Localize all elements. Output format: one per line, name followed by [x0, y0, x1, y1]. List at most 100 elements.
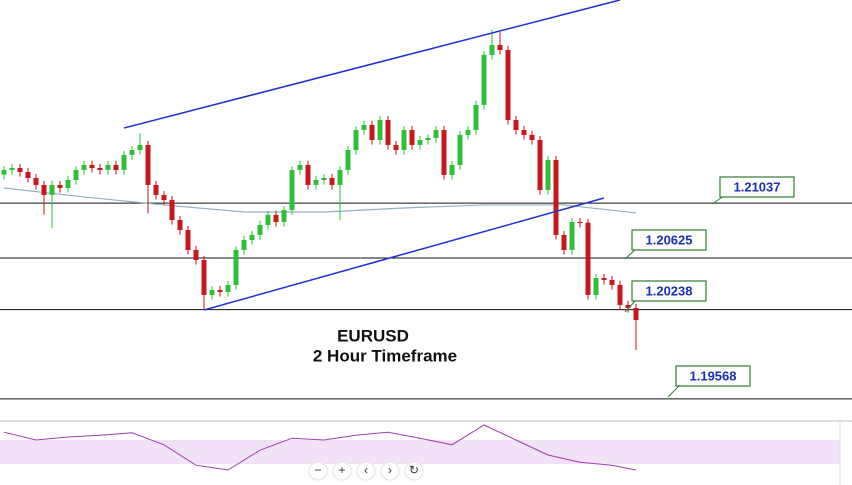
level-pointer [667, 384, 681, 398]
candle-body [617, 284, 623, 305]
candle-body [393, 144, 399, 150]
level-label: 1.20238 [646, 283, 693, 298]
candle-body [225, 284, 231, 292]
candle-body [281, 210, 287, 222]
candle-body [545, 160, 551, 190]
candle-body [489, 44, 495, 55]
candle-body [233, 250, 239, 285]
level-label-box [719, 176, 795, 198]
candle-body [113, 164, 119, 170]
control-label[interactable]: − [314, 463, 321, 477]
candle-body [585, 222, 591, 295]
candle-body [361, 124, 367, 130]
candle-body [257, 224, 263, 235]
candle-body [569, 222, 575, 250]
candle-body [353, 130, 359, 150]
candle-body [105, 164, 111, 170]
candle-body [449, 164, 455, 175]
candle-body [41, 184, 47, 195]
candle-body [633, 308, 639, 320]
level-label: 1.21037 [734, 179, 781, 194]
candle-body [425, 138, 431, 140]
candle-body [265, 214, 271, 225]
trendline [203, 197, 605, 311]
candle-body [577, 222, 583, 223]
candle-body [465, 130, 471, 135]
control-button[interactable] [404, 461, 424, 481]
candle-body [513, 120, 519, 130]
candle-body [561, 234, 567, 250]
candle-body [521, 130, 527, 135]
trendline [123, 0, 621, 129]
annotation: 2 Hour Timeframe [313, 346, 457, 365]
candle-body [313, 180, 319, 185]
candle-body [57, 184, 63, 188]
rsi-band [0, 440, 840, 464]
candle-body [385, 120, 391, 145]
candle-body [289, 170, 295, 210]
candle-body [609, 280, 615, 285]
level-label: 1.20625 [646, 232, 693, 247]
candle-body [457, 134, 463, 165]
candle-body [209, 290, 215, 295]
candle-body [17, 168, 23, 172]
control-label[interactable]: ‹ [364, 463, 368, 477]
control-label[interactable]: › [388, 463, 392, 477]
candle-body [97, 168, 103, 170]
control-label[interactable]: ↻ [409, 463, 419, 477]
level-pointer [624, 248, 637, 260]
candle-body [89, 164, 95, 168]
candle-body [121, 154, 127, 170]
candle-body [73, 170, 79, 180]
candle-body [553, 160, 559, 235]
candle-body [505, 50, 511, 120]
candle-body [537, 140, 543, 190]
candle-body [273, 214, 279, 222]
candle-body [81, 164, 87, 170]
candle-body [217, 290, 223, 292]
level-label-box [631, 229, 707, 251]
candle-body [481, 54, 487, 105]
candle-body [473, 104, 479, 130]
candle-body [9, 168, 15, 170]
control-button[interactable] [308, 461, 328, 481]
candle-body [401, 130, 407, 150]
candle-body [129, 150, 135, 155]
level-label-box [675, 365, 751, 387]
candle-body [305, 164, 311, 185]
candle-body [193, 250, 199, 260]
control-label[interactable]: + [338, 463, 345, 477]
candle-body [249, 234, 255, 240]
candle-body [33, 178, 39, 185]
candle-body [497, 44, 503, 50]
moving-average [3, 187, 637, 214]
candle-body [137, 144, 143, 150]
level-label: 1.19568 [690, 368, 737, 383]
candle-body [377, 120, 383, 140]
candle-body [433, 130, 439, 138]
candle-body [369, 124, 375, 140]
control-button[interactable] [332, 461, 352, 481]
candle-body [321, 178, 327, 180]
candle-body [49, 184, 55, 195]
control-button[interactable] [356, 461, 376, 481]
candle-body [25, 172, 31, 178]
candle-body [409, 130, 415, 145]
candle-body [297, 164, 303, 170]
candle-body [177, 220, 183, 230]
candle-body [169, 200, 175, 220]
candle-body [441, 130, 447, 175]
candle-body [65, 180, 71, 188]
level-label-box [631, 280, 707, 302]
level-pointer [624, 299, 637, 313]
candle-body [153, 184, 159, 195]
control-button[interactable] [380, 461, 400, 481]
annotation: EURUSD [337, 326, 409, 345]
candle-body [329, 178, 335, 185]
candle-body [201, 260, 207, 295]
candle-body [593, 278, 599, 295]
candle-body [241, 240, 247, 250]
rsi-line [3, 424, 637, 471]
